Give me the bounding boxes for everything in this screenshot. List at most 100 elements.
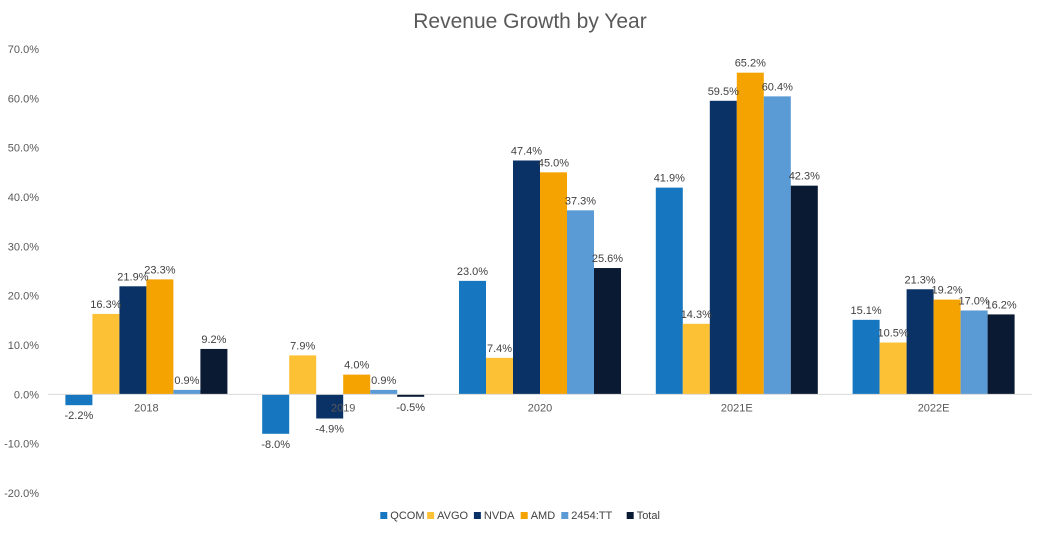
bar-2454tt-2022e xyxy=(960,310,988,395)
data-label: 41.9% xyxy=(654,173,685,185)
y-tick-label: -10.0% xyxy=(4,439,39,451)
legend-label: AVGO xyxy=(437,510,468,522)
bar-avgo-2019 xyxy=(289,355,317,395)
bar-avgo-2022e xyxy=(879,342,907,395)
data-label: 0.9% xyxy=(371,375,396,387)
data-label: 21.3% xyxy=(904,274,935,286)
legend-item-nvda: NVDA xyxy=(473,510,515,522)
data-label: 65.2% xyxy=(735,58,766,70)
y-tick-label: 40.0% xyxy=(8,192,39,204)
y-tick-label: 10.0% xyxy=(8,340,39,352)
y-tick-label: 30.0% xyxy=(8,241,39,253)
bar-2454tt-2018 xyxy=(173,389,201,395)
y-tick-label: 0.0% xyxy=(14,389,39,401)
legend-swatch xyxy=(427,512,435,519)
bar-avgo-2020 xyxy=(486,357,513,395)
bar-avgo-2018 xyxy=(92,313,120,395)
bar-total-2021e xyxy=(790,185,818,395)
bar-qcom-2021e xyxy=(655,187,683,395)
bar-amd-2021e xyxy=(736,72,764,395)
bar-total-2020 xyxy=(594,268,621,395)
x-tick-label: 2019 xyxy=(331,402,355,414)
legend-label: QCOM xyxy=(390,510,424,522)
data-label: -0.5% xyxy=(396,402,425,414)
legend-swatch xyxy=(561,512,569,519)
data-label: 16.3% xyxy=(90,299,121,311)
y-tick-label: 20.0% xyxy=(8,291,39,303)
bar-nvda-2022e xyxy=(906,289,934,395)
bar-nvda-2019 xyxy=(316,394,344,419)
data-label: 4.0% xyxy=(344,360,369,372)
y-tick-label: 50.0% xyxy=(8,143,39,155)
y-tick-label: 70.0% xyxy=(8,44,39,56)
legend-label: NVDA xyxy=(484,510,515,522)
data-labels: -2.2% 16.3% 21.9%23.3% 0.9% 9.2% -8.0% 7.9% -4.… xyxy=(65,58,1017,451)
bar-avgo-2021e xyxy=(682,323,710,395)
bars xyxy=(65,72,1015,434)
bar-qcom-2018 xyxy=(65,394,93,406)
data-label: 23.3% xyxy=(144,264,175,276)
legend-label: AMD xyxy=(531,510,556,522)
bar-total-2018 xyxy=(200,348,228,395)
data-label: 23.0% xyxy=(457,266,488,278)
data-label: 45.0% xyxy=(538,157,569,169)
legend-label: 2454:TT xyxy=(571,510,612,522)
x-tick-label: 2018 xyxy=(134,402,158,414)
data-label: 10.5% xyxy=(877,328,908,340)
chart-title: Revenue Growth by Year xyxy=(413,10,646,33)
bar-qcom-2019 xyxy=(262,394,290,434)
data-label: 25.6% xyxy=(592,253,623,265)
bar-total-2019 xyxy=(397,394,425,397)
y-axis: 70.0% 60.0% 50.0% 40.0% 30.0% 20.0% 10.0% 0.0% -… xyxy=(4,44,39,500)
data-label: 15.1% xyxy=(850,305,881,317)
bar-amd-2022e xyxy=(933,299,961,395)
legend-swatch xyxy=(473,512,481,519)
data-label: 37.3% xyxy=(565,195,596,207)
bar-qcom-2022e xyxy=(852,319,880,395)
bar-2454tt-2021e xyxy=(763,96,791,395)
legend-item-qcom: QCOM xyxy=(380,510,425,522)
data-label: 14.3% xyxy=(681,309,712,321)
bar-amd-2019 xyxy=(343,374,371,395)
bar-qcom-2020 xyxy=(459,280,486,395)
legend: QCOM AVGO NVDA AMD 2454:TT Total xyxy=(380,510,660,522)
x-tick-label: 2022E xyxy=(918,402,950,414)
legend-item-2454tt: 2454:TT xyxy=(561,510,613,522)
legend-item-amd: AMD xyxy=(520,510,556,522)
data-label: -4.9% xyxy=(315,424,344,436)
data-label: 60.4% xyxy=(762,81,793,93)
data-label: 9.2% xyxy=(201,334,226,346)
data-label: 19.2% xyxy=(931,285,962,297)
data-label: -2.2% xyxy=(65,410,94,422)
y-tick-label: 60.0% xyxy=(8,93,39,105)
legend-item-total: Total xyxy=(626,510,660,522)
bar-total-2022e xyxy=(987,314,1015,395)
legend-swatch xyxy=(520,512,528,519)
bar-amd-2018 xyxy=(146,279,174,395)
x-axis: 2018 2019 2020 2021E 2022E xyxy=(134,402,949,414)
data-label: 17.0% xyxy=(958,295,989,307)
legend-swatch xyxy=(626,512,634,519)
data-label: 7.9% xyxy=(290,340,315,352)
legend-label: Total xyxy=(637,510,660,522)
data-label: -8.0% xyxy=(261,439,290,451)
x-tick-label: 2020 xyxy=(528,402,552,414)
y-tick-label: -20.0% xyxy=(4,488,39,500)
x-tick-label: 2021E xyxy=(721,402,753,414)
bar-amd-2020 xyxy=(540,172,567,395)
bar-2454tt-2019 xyxy=(370,389,398,395)
legend-item-avgo: AVGO xyxy=(427,510,469,522)
bar-nvda-2018 xyxy=(119,286,147,395)
bar-nvda-2020 xyxy=(513,160,540,395)
data-label: 59.5% xyxy=(708,86,739,98)
bar-nvda-2021e xyxy=(709,100,737,395)
bar-2454tt-2020 xyxy=(567,210,594,395)
data-label: 47.4% xyxy=(511,145,542,157)
data-label: 0.9% xyxy=(174,375,199,387)
data-label: 21.9% xyxy=(117,271,148,283)
data-label: 42.3% xyxy=(789,171,820,183)
legend-swatch xyxy=(380,512,388,519)
data-label: 16.2% xyxy=(985,299,1016,311)
data-label: 7.4% xyxy=(487,343,512,355)
